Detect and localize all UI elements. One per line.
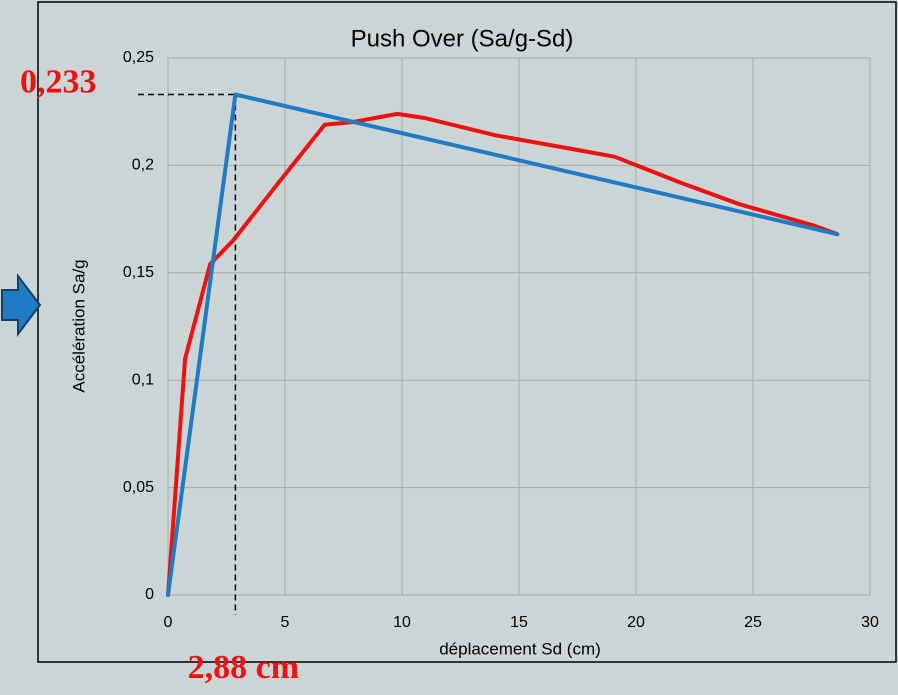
chart-frame [37,1,897,663]
x-tick-label: 15 [510,614,528,631]
x-tick-label: 10 [393,614,411,631]
x-tick-label: 25 [744,614,762,631]
annotation: 0,233 [20,63,97,100]
series-line [166,111,840,597]
chart-title: Push Over (Sa/g-Sd) [351,25,574,52]
series-line [166,92,840,597]
y-axis-label: Accélération Sa/g [69,259,88,392]
y-tick-label: 0,1 [132,371,154,388]
annotation: 2,88 cm [188,649,299,686]
y-tick-label: 0,2 [132,157,154,174]
y-tick-label: 0,25 [123,49,154,66]
y-tick-label: 0 [145,586,154,603]
x-tick-label: 20 [627,614,645,631]
x-tick-label: 30 [861,614,879,631]
x-tick-label: 5 [281,614,290,631]
arrow-icon [1,273,42,337]
x-axis-label: déplacement Sd (cm) [439,639,601,658]
y-tick-label: 0,05 [123,479,154,496]
y-tick-label: 0,15 [123,264,154,281]
x-tick-label: 0 [164,614,173,631]
